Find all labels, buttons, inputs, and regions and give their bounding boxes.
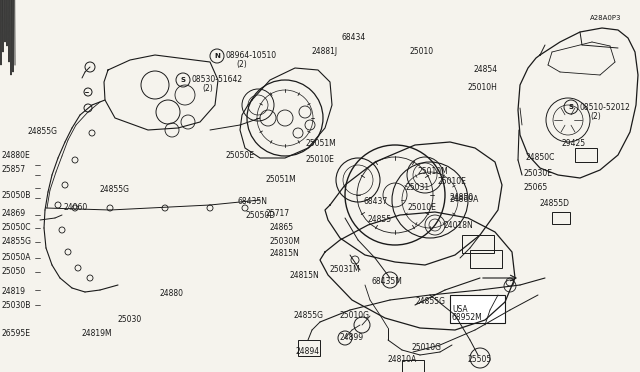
Text: 25050E: 25050E [225,151,254,160]
Bar [575,148,597,162]
Text: 24810A: 24810A [388,356,417,365]
Bar [298,340,320,356]
Text: 25030M: 25030M [270,237,301,247]
Text: 25050A: 25050A [2,253,31,263]
Text: 25010G: 25010G [340,311,370,321]
Bar [552,212,570,224]
Text: 24819: 24819 [2,286,26,295]
Text: 25010E: 25010E [437,177,466,186]
Text: 24855D: 24855D [540,199,570,208]
Text: N: N [214,53,220,59]
Text: 24819M: 24819M [82,328,113,337]
Bar [470,250,502,268]
Text: 24850: 24850 [450,193,474,202]
Text: 25051M: 25051M [305,138,336,148]
Text: 24854: 24854 [474,65,498,74]
Text: USA: USA [452,305,468,314]
Text: 25030: 25030 [118,315,142,324]
Text: 24855: 24855 [368,215,392,224]
Text: (2): (2) [590,112,601,121]
Text: 68435M: 68435M [372,276,403,285]
Text: 68435N: 68435N [237,198,267,206]
Text: 24855G: 24855G [416,296,446,305]
Text: 24855G: 24855G [293,311,323,321]
Text: 25010E: 25010E [408,203,437,212]
Text: 24865: 24865 [270,224,294,232]
Text: 24855G: 24855G [2,237,32,247]
Text: 25031: 25031 [406,183,430,192]
Text: 25010H: 25010H [468,83,498,92]
Text: 25030E: 25030E [524,169,553,177]
Text: 24815N: 24815N [270,250,300,259]
Text: 25010G: 25010G [412,343,442,352]
Text: 24880E: 24880E [2,151,31,160]
Text: 25050D: 25050D [245,211,275,219]
Text: 24894: 24894 [295,347,319,356]
Text: 24899: 24899 [340,334,364,343]
Text: 25010E: 25010E [305,155,334,164]
Text: 24060: 24060 [64,203,88,212]
Text: A28A0P3: A28A0P3 [590,15,621,21]
Text: 24018N: 24018N [444,221,474,231]
Text: S: S [568,104,573,110]
Text: 25857: 25857 [2,166,26,174]
Text: 25010: 25010 [410,48,434,57]
Text: 24869A: 24869A [449,196,478,205]
Text: 24855G: 24855G [100,186,130,195]
Text: S: S [180,77,186,83]
Text: 08964-10510: 08964-10510 [226,51,277,61]
Text: 25050C: 25050C [2,224,31,232]
Text: (2): (2) [202,84,212,93]
Bar [462,235,494,253]
Bar [450,295,505,323]
Text: 24869: 24869 [2,208,26,218]
Text: 08530-51642: 08530-51642 [192,76,243,84]
Text: 25010M: 25010M [418,167,449,176]
Text: 29425: 29425 [562,138,586,148]
Text: 68434: 68434 [342,32,366,42]
Text: 24881J: 24881J [312,48,338,57]
Text: 24880: 24880 [160,289,184,298]
Text: 25505: 25505 [468,356,492,365]
Text: 25030B: 25030B [2,301,31,310]
Text: 68437: 68437 [364,198,388,206]
Text: 24850C: 24850C [526,154,556,163]
Text: 25051M: 25051M [265,176,296,185]
Text: 24815N: 24815N [290,272,320,280]
Text: 25717: 25717 [265,209,289,218]
Text: 24855G: 24855G [28,128,58,137]
Text: 25050B: 25050B [2,192,31,201]
Text: 08510-52012: 08510-52012 [580,103,631,112]
Text: 68952M: 68952M [452,312,483,321]
Text: 25065: 25065 [524,183,548,192]
Text: 26595E: 26595E [2,328,31,337]
Text: 25050: 25050 [2,267,26,276]
Bar [402,360,424,372]
Text: (2): (2) [236,61,247,70]
Text: 25031M: 25031M [330,266,361,275]
